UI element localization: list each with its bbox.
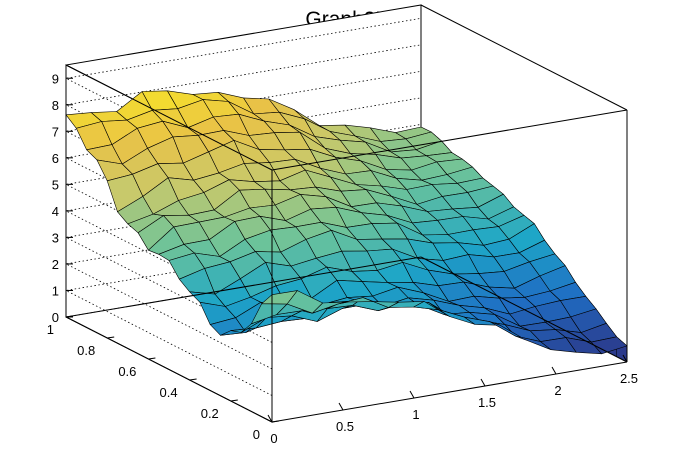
y-tick-label: 1	[47, 322, 54, 337]
x-tick-label: 2.5	[620, 371, 638, 386]
y-tick-mark	[107, 336, 115, 339]
x-tick-mark	[622, 354, 628, 363]
y-tick-label: 0.2	[201, 406, 219, 421]
z-gridline	[64, 203, 422, 370]
y-tick-label: 0.6	[118, 364, 136, 379]
z-tick-label: 1	[52, 283, 59, 298]
x-tick-mark	[409, 390, 415, 399]
z-tick-label: 5	[52, 177, 59, 192]
z-tick-label: 0	[52, 310, 59, 325]
y-tick-mark	[148, 357, 156, 360]
z-tick-label: 3	[52, 230, 59, 245]
z-tick-label: 2	[52, 257, 59, 272]
x-tick-mark	[267, 414, 273, 423]
z-gridline	[64, 230, 422, 396]
frame-edge	[420, 256, 628, 363]
z-tick-label: 7	[52, 124, 59, 139]
frame-edge	[65, 316, 273, 423]
y-tick-mark	[230, 399, 238, 402]
frame-edge	[271, 361, 628, 423]
frame-layer	[65, 4, 628, 423]
z-tick-label: 9	[52, 71, 59, 86]
y-tick-mark	[271, 420, 280, 423]
surface-layer	[65, 90, 628, 363]
x-tick-label: 0	[270, 431, 277, 446]
z-tick-label: 4	[52, 204, 59, 219]
x-tick-mark	[338, 402, 344, 411]
y-tick-label: 0.8	[77, 343, 95, 358]
y-tick-mark	[65, 315, 74, 318]
z-tick-label: 8	[52, 98, 59, 113]
frame-edge	[65, 256, 422, 318]
x-tick-mark	[551, 366, 557, 375]
y-tick-label: 0.4	[160, 385, 178, 400]
x-tick-label: 1	[412, 407, 419, 422]
y-tick-mark	[189, 378, 197, 381]
x-tick-mark	[480, 378, 486, 387]
frame-edge	[65, 64, 273, 171]
x-tick-label: 2	[554, 383, 561, 398]
y-tick-label: 0	[253, 427, 260, 442]
z-tick-label: 6	[52, 151, 59, 166]
frame-edge	[271, 109, 628, 171]
x-tick-label: 0.5	[336, 419, 354, 434]
frame-edge	[420, 4, 628, 111]
x-tick-label: 1.5	[478, 395, 496, 410]
